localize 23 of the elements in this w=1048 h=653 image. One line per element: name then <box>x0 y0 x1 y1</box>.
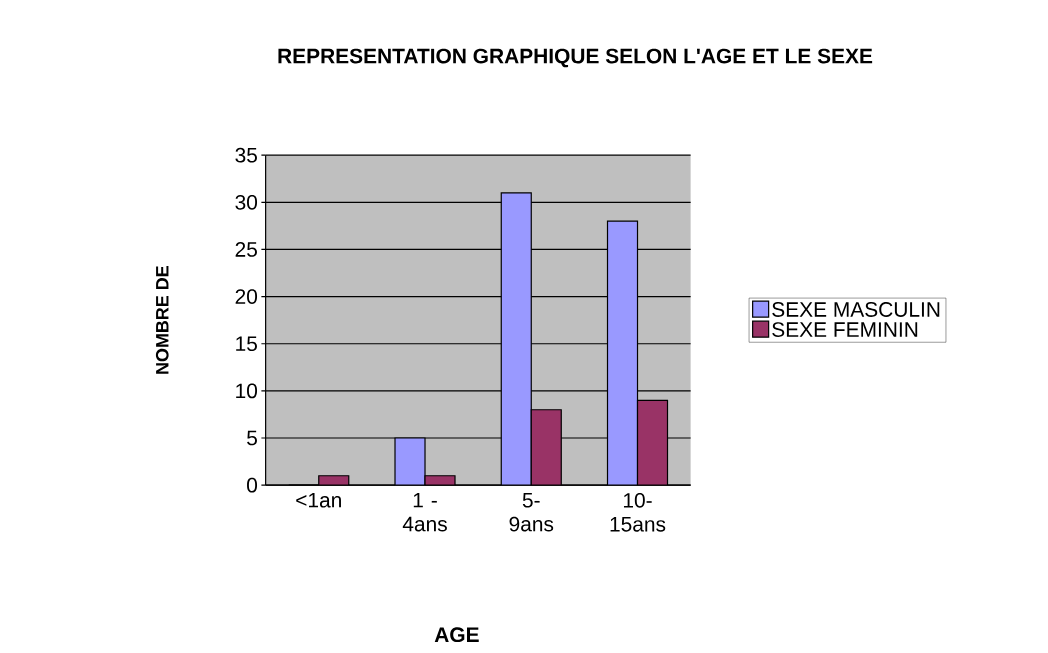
bar <box>318 475 349 486</box>
y-tick-label: 30 <box>235 194 258 210</box>
x-tick-label: 5- 9ans <box>509 492 554 532</box>
y-tick-label: 35 <box>235 147 257 163</box>
chart-title: REPRESENTATION GRAPHIQUE SELON L'AGE ET LE SEXE <box>278 48 873 68</box>
y-tick-label: 5 <box>247 430 257 446</box>
y-tick-label: 25 <box>235 242 257 257</box>
y-tick-label: 0 <box>247 477 258 493</box>
bar <box>636 399 669 486</box>
x-tick-label: 10- 15ans <box>610 492 666 532</box>
x-tick-label: 1 - 4ans <box>402 492 447 532</box>
y-tick-label: 10 <box>236 383 258 399</box>
y-tick-label: 15 <box>236 336 257 352</box>
legend-label: SEXE MASCULIN <box>772 302 940 317</box>
x-axis-title: AGE <box>434 627 479 643</box>
x-tick-label: <1an <box>296 492 341 508</box>
bar <box>530 409 562 486</box>
bar <box>500 192 532 486</box>
y-tick-label: 20 <box>235 289 258 304</box>
legend-label: SEXE FEMININ <box>772 322 918 337</box>
y-axis-title: NOMBRE DE <box>155 266 169 374</box>
bar <box>394 437 426 486</box>
bar <box>606 220 639 486</box>
